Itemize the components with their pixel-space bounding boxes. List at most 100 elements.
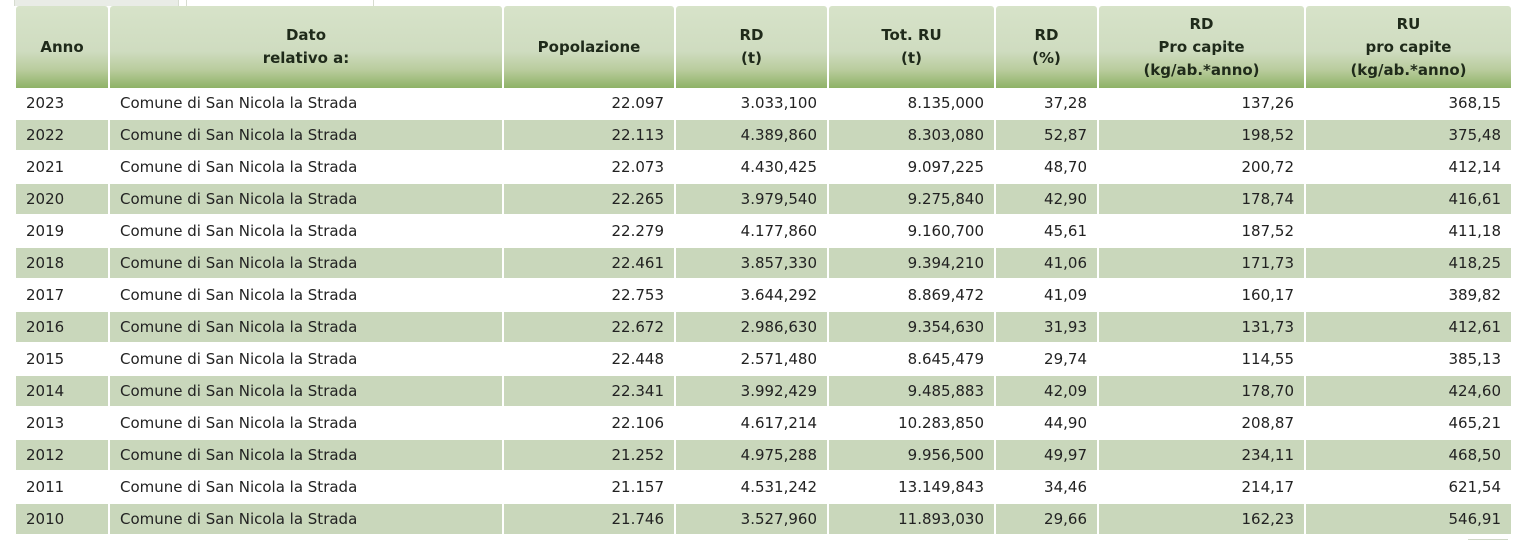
cell-rd-percent: 48,70 bbox=[996, 152, 1097, 184]
header-row: Anno Dato relativo a: Popolazione RD (t) Tot. … bbox=[16, 6, 1511, 88]
column-header-anno: Anno bbox=[16, 6, 108, 88]
cell-rd-pro-capite: 178,74 bbox=[1099, 184, 1304, 216]
cell-popolazione: 22.097 bbox=[504, 88, 674, 120]
cell-tot-ru-t: 9.160,700 bbox=[829, 216, 994, 248]
cell-ru-pro-capite: 385,13 bbox=[1306, 344, 1511, 376]
cell-rd-percent: 49,97 bbox=[996, 440, 1097, 472]
cell-anno: 2019 bbox=[16, 216, 108, 248]
cell-rd-t: 4.430,425 bbox=[676, 152, 827, 184]
cell-dato: Comune di San Nicola la Strada bbox=[110, 504, 502, 536]
cell-rd-t: 3.979,540 bbox=[676, 184, 827, 216]
table-row: 2021 Comune di San Nicola la Strada 22.073… bbox=[16, 152, 1511, 184]
cell-rd-pro-capite: 131,73 bbox=[1099, 312, 1304, 344]
cell-ru-pro-capite: 418,25 bbox=[1306, 248, 1511, 280]
cell-anno: 2023 bbox=[16, 88, 108, 120]
cell-rd-percent: 34,46 bbox=[996, 472, 1097, 504]
cell-dato: Comune di San Nicola la Strada bbox=[110, 440, 502, 472]
cell-rd-percent: 42,09 bbox=[996, 376, 1097, 408]
cell-rd-pro-capite: 171,73 bbox=[1099, 248, 1304, 280]
column-header-popolazione: Popolazione bbox=[504, 6, 674, 88]
cell-dato: Comune di San Nicola la Strada bbox=[110, 152, 502, 184]
column-header-rd-t: RD (t) bbox=[676, 6, 827, 88]
cell-popolazione: 21.157 bbox=[504, 472, 674, 504]
column-header-line: pro capite bbox=[1365, 37, 1452, 56]
cell-rd-percent: 29,66 bbox=[996, 504, 1097, 536]
cell-ru-pro-capite: 468,50 bbox=[1306, 440, 1511, 472]
table-row: 2017 Comune di San Nicola la Strada 22.753… bbox=[16, 280, 1511, 312]
cell-dato: Comune di San Nicola la Strada bbox=[110, 472, 502, 504]
cell-popolazione: 21.252 bbox=[504, 440, 674, 472]
cell-popolazione: 22.672 bbox=[504, 312, 674, 344]
cell-ru-pro-capite: 546,91 bbox=[1306, 504, 1511, 536]
cell-ru-pro-capite: 368,15 bbox=[1306, 88, 1511, 120]
column-header-line: (t) bbox=[901, 49, 922, 67]
cell-rd-percent: 52,87 bbox=[996, 120, 1097, 152]
cell-anno: 2021 bbox=[16, 152, 108, 184]
cell-tot-ru-t: 13.149,843 bbox=[829, 472, 994, 504]
table-row: 2013 Comune di San Nicola la Strada 22.106… bbox=[16, 408, 1511, 440]
cell-rd-pro-capite: 160,17 bbox=[1099, 280, 1304, 312]
cell-rd-percent: 31,93 bbox=[996, 312, 1097, 344]
cell-rd-t: 4.177,860 bbox=[676, 216, 827, 248]
table-row: 2011 Comune di San Nicola la Strada 21.157… bbox=[16, 472, 1511, 504]
cell-dato: Comune di San Nicola la Strada bbox=[110, 280, 502, 312]
cell-ru-pro-capite: 621,54 bbox=[1306, 472, 1511, 504]
cell-rd-pro-capite: 208,87 bbox=[1099, 408, 1304, 440]
cell-tot-ru-t: 8.645,479 bbox=[829, 344, 994, 376]
cell-tot-ru-t: 9.275,840 bbox=[829, 184, 994, 216]
cell-dato: Comune di San Nicola la Strada bbox=[110, 312, 502, 344]
cell-rd-pro-capite: 137,26 bbox=[1099, 88, 1304, 120]
cell-rd-percent: 45,61 bbox=[996, 216, 1097, 248]
cell-ru-pro-capite: 412,61 bbox=[1306, 312, 1511, 344]
cell-ru-pro-capite: 411,18 bbox=[1306, 216, 1511, 248]
tab-strip-left[interactable] bbox=[14, 0, 179, 6]
cell-ru-pro-capite: 416,61 bbox=[1306, 184, 1511, 216]
top-tabs bbox=[14, 0, 374, 6]
cell-rd-percent: 37,28 bbox=[996, 88, 1097, 120]
cell-tot-ru-t: 8.303,080 bbox=[829, 120, 994, 152]
cell-popolazione: 22.753 bbox=[504, 280, 674, 312]
cell-rd-t: 2.571,480 bbox=[676, 344, 827, 376]
column-header-line: RD bbox=[1034, 26, 1059, 44]
table-header: Anno Dato relativo a: Popolazione RD (t) Tot. … bbox=[16, 6, 1511, 88]
table-row: 2022 Comune di San Nicola la Strada 22.113… bbox=[16, 120, 1511, 152]
column-header-rd-percent: RD (%) bbox=[996, 6, 1097, 88]
cell-popolazione: 22.279 bbox=[504, 216, 674, 248]
cell-anno: 2016 bbox=[16, 312, 108, 344]
tab-strip-right[interactable] bbox=[186, 0, 374, 6]
cell-dato: Comune di San Nicola la Strada bbox=[110, 344, 502, 376]
table-body: 2023 Comune di San Nicola la Strada 22.097… bbox=[16, 88, 1511, 536]
cell-anno: 2020 bbox=[16, 184, 108, 216]
column-header-line: (%) bbox=[1032, 49, 1061, 67]
cell-rd-t: 4.389,860 bbox=[676, 120, 827, 152]
cell-rd-t: 4.975,288 bbox=[676, 440, 827, 472]
column-header-rd-pro-capite: RD Pro capite (kg/ab.*anno) bbox=[1099, 6, 1304, 88]
cell-dato: Comune di San Nicola la Strada bbox=[110, 184, 502, 216]
cell-ru-pro-capite: 389,82 bbox=[1306, 280, 1511, 312]
corner-mark bbox=[1468, 539, 1508, 543]
table-row: 2019 Comune di San Nicola la Strada 22.279… bbox=[16, 216, 1511, 248]
cell-rd-percent: 44,90 bbox=[996, 408, 1097, 440]
column-header-line: Pro capite bbox=[1158, 37, 1245, 56]
column-header-line: Popolazione bbox=[537, 37, 641, 56]
cell-rd-t: 3.857,330 bbox=[676, 248, 827, 280]
cell-dato: Comune di San Nicola la Strada bbox=[110, 376, 502, 408]
cell-anno: 2015 bbox=[16, 344, 108, 376]
column-header-line: Tot. RU bbox=[881, 26, 942, 44]
column-header-ru-pro-capite: RU pro capite (kg/ab.*anno) bbox=[1306, 6, 1511, 88]
column-header-line: Dato bbox=[285, 26, 327, 44]
table-row: 2020 Comune di San Nicola la Strada 22.265… bbox=[16, 184, 1511, 216]
cell-rd-t: 4.531,242 bbox=[676, 472, 827, 504]
column-header-dato: Dato relativo a: bbox=[110, 6, 502, 88]
cell-anno: 2012 bbox=[16, 440, 108, 472]
cell-popolazione: 22.073 bbox=[504, 152, 674, 184]
cell-anno: 2014 bbox=[16, 376, 108, 408]
cell-anno: 2017 bbox=[16, 280, 108, 312]
cell-ru-pro-capite: 375,48 bbox=[1306, 120, 1511, 152]
cell-dato: Comune di San Nicola la Strada bbox=[110, 408, 502, 440]
cell-anno: 2011 bbox=[16, 472, 108, 504]
cell-tot-ru-t: 8.135,000 bbox=[829, 88, 994, 120]
column-header-line: RU bbox=[1396, 14, 1421, 33]
cell-tot-ru-t: 9.354,630 bbox=[829, 312, 994, 344]
cell-rd-percent: 41,06 bbox=[996, 248, 1097, 280]
